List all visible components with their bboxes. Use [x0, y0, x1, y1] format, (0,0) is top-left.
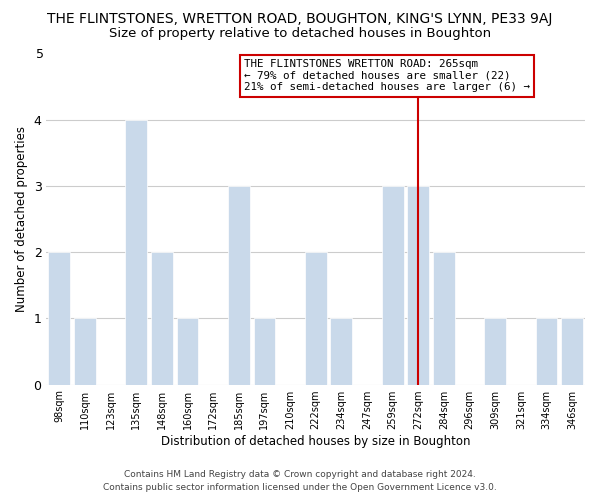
Bar — [561, 318, 583, 384]
Text: 5: 5 — [36, 48, 44, 60]
Bar — [382, 186, 404, 384]
Bar — [254, 318, 275, 384]
Text: Size of property relative to detached houses in Boughton: Size of property relative to detached ho… — [109, 28, 491, 40]
Bar — [49, 252, 70, 384]
Bar — [228, 186, 250, 384]
Bar — [536, 318, 557, 384]
Bar — [176, 318, 199, 384]
Y-axis label: Number of detached properties: Number of detached properties — [15, 126, 28, 312]
Bar — [151, 252, 173, 384]
Bar — [484, 318, 506, 384]
Bar — [125, 120, 147, 384]
Bar — [407, 186, 429, 384]
Bar — [331, 318, 352, 384]
Text: THE FLINTSTONES WRETTON ROAD: 265sqm
← 79% of detached houses are smaller (22)
2: THE FLINTSTONES WRETTON ROAD: 265sqm ← 7… — [244, 60, 530, 92]
Bar — [305, 252, 326, 384]
Text: THE FLINTSTONES, WRETTON ROAD, BOUGHTON, KING'S LYNN, PE33 9AJ: THE FLINTSTONES, WRETTON ROAD, BOUGHTON,… — [47, 12, 553, 26]
X-axis label: Distribution of detached houses by size in Boughton: Distribution of detached houses by size … — [161, 434, 470, 448]
Bar — [74, 318, 96, 384]
Bar — [433, 252, 455, 384]
Text: Contains HM Land Registry data © Crown copyright and database right 2024.
Contai: Contains HM Land Registry data © Crown c… — [103, 470, 497, 492]
